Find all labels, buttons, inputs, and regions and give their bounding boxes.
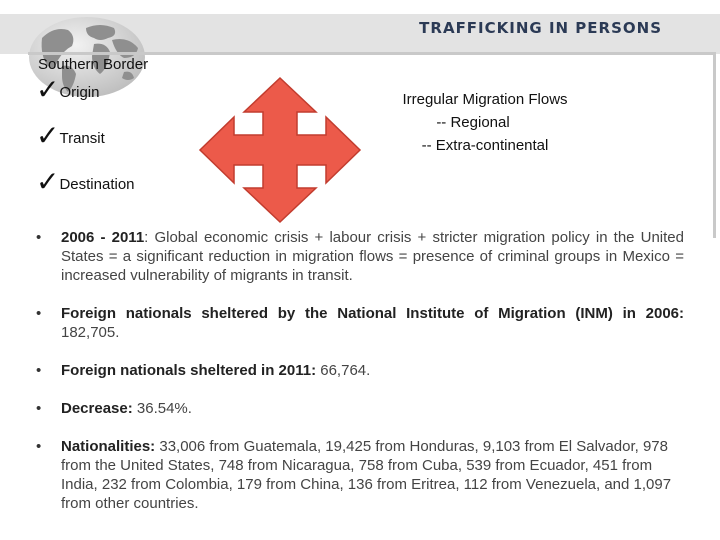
check-item-label: Destination <box>59 176 135 193</box>
migration-flows-box: Irregular Migration Flows -- Regional --… <box>360 88 610 157</box>
bullet-lead: Foreign nationals sheltered by the Natio… <box>61 305 684 322</box>
bullet-text: 182,705. <box>61 324 120 341</box>
bullet-dot-icon: • <box>36 400 42 417</box>
check-mark-icon: ✓ <box>36 119 60 152</box>
check-item-label: Origin <box>59 84 100 101</box>
migration-flow-extra-continental: -- Extra-continental <box>421 137 549 154</box>
bullet-text: 66,764. <box>316 362 371 379</box>
check-item-transit: ✓Transit <box>36 122 105 150</box>
bullet-dot-icon: • <box>36 438 42 455</box>
bullet-lead: Nationalities: <box>61 438 156 455</box>
four-way-arrow-icon <box>198 76 362 224</box>
check-mark-icon: ✓ <box>36 165 60 198</box>
check-item-destination: ✓Destination <box>36 168 135 196</box>
bullet-dot-icon: • <box>36 305 42 322</box>
migration-flow-regional: -- Regional <box>436 114 510 131</box>
bullet-lead: Decrease: <box>61 400 133 417</box>
check-mark-icon: ✓ <box>36 73 60 106</box>
bullet-text: : Global economic crisis + labour crisis… <box>61 229 684 284</box>
bullet-dot-icon: • <box>36 362 42 379</box>
bullet-item: • Decrease: 36.54%. <box>36 399 684 418</box>
bullet-lead: Foreign nationals sheltered in 2011: <box>61 362 317 379</box>
bullet-list: • 2006 - 2011: Global economic crisis + l… <box>36 228 684 532</box>
page-title: TRAFFICKING IN PERSONS <box>419 19 662 37</box>
check-item-label: Transit <box>59 130 105 147</box>
bullet-item: • Nationalities: 33,006 from Guatemala, 1… <box>36 437 684 513</box>
frame-top-border <box>28 52 716 55</box>
bullet-lead: 2006 - 2011 <box>61 229 145 246</box>
bullet-item: • 2006 - 2011: Global economic crisis + l… <box>36 228 684 285</box>
section-subtitle: Southern Border <box>38 56 149 73</box>
frame-right-border <box>713 52 716 238</box>
check-item-origin: ✓Origin <box>36 76 99 104</box>
migration-flows-title: Irregular Migration Flows <box>402 91 568 108</box>
bullet-text: 36.54%. <box>132 400 192 417</box>
bullet-item: • Foreign nationals sheltered in 2011: 66… <box>36 361 684 380</box>
bullet-dot-icon: • <box>36 229 42 246</box>
bullet-item: • Foreign nationals sheltered by the Nati… <box>36 304 684 342</box>
bullet-text: 33,006 from Guatemala, 19,425 from Hondu… <box>61 438 672 512</box>
